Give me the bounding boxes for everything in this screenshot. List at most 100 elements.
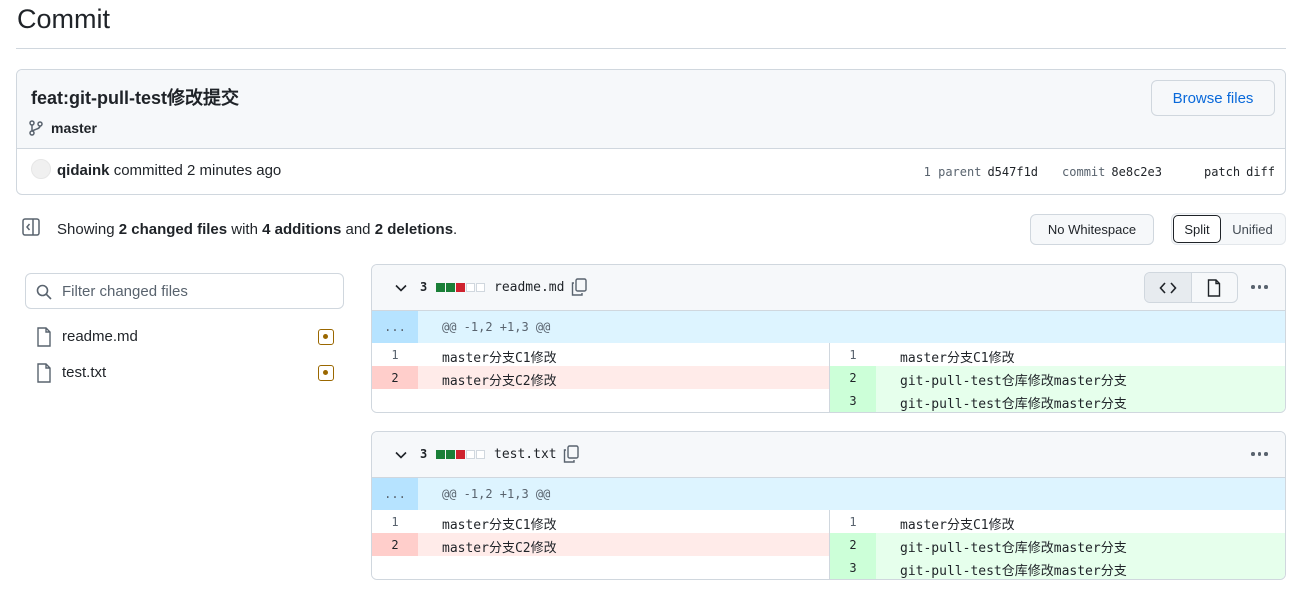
commit-time: committed 2 minutes ago — [113, 162, 282, 179]
diff-summary: Showing 2 changed files with 4 additions… — [57, 221, 458, 238]
diff-file-header: 3 test.txt — [372, 432, 1285, 478]
author-line: qidaink committed 2 minutes ago — [57, 162, 281, 179]
copy-icon[interactable] — [571, 278, 587, 296]
commit-header: feat:git-pull-test修改提交 master Browse fil… — [17, 70, 1285, 149]
parent-label: 1 parent — [923, 165, 982, 179]
file-tree-label: readme.md — [62, 328, 138, 345]
file-modified-icon — [318, 329, 334, 345]
diff-line-added: 2 git-pull-test仓库修改master分支 — [830, 366, 1285, 389]
chevron-down-icon[interactable] — [394, 281, 408, 295]
line-code: master分支C2修改 — [442, 374, 557, 389]
diffstat-blocks — [436, 283, 485, 292]
line-number[interactable]: 1 — [391, 347, 399, 362]
more-options-icon[interactable] — [1251, 446, 1271, 462]
commit-sha[interactable]: 8e8c2e3 — [1111, 165, 1162, 179]
hunk-header: ... @@ -1,2 +1,3 @@ — [372, 478, 1285, 510]
file-icon — [37, 327, 51, 347]
diff-line: 1 master分支C1修改 — [372, 343, 829, 367]
line-code: git-pull-test仓库修改master分支 — [900, 374, 1127, 389]
line-code: git-pull-test仓库修改master分支 — [900, 397, 1127, 412]
diff-filename[interactable]: readme.md — [494, 280, 565, 295]
line-number[interactable]: 2 — [830, 533, 876, 556]
diff-line-added: 3 git-pull-test仓库修改master分支 — [830, 556, 1285, 579]
line-number[interactable]: 2 — [830, 366, 876, 389]
unified-view-button[interactable]: Unified — [1221, 215, 1284, 243]
expand-hunk-button[interactable]: ... — [372, 478, 418, 510]
title-divider — [16, 48, 1286, 49]
file-view-button[interactable] — [1192, 273, 1238, 302]
diff-line: 1 master分支C1修改 — [830, 343, 1285, 367]
chevron-down-icon[interactable] — [394, 448, 408, 462]
more-options-icon[interactable] — [1251, 279, 1271, 295]
branch-link[interactable]: master — [29, 120, 97, 136]
author-link[interactable]: qidaink — [57, 162, 110, 179]
diff-rows: 1 master分支C1修改 2 master分支C2修改 1 master分支… — [372, 510, 1285, 579]
diff-line: 1 master分支C1修改 — [372, 510, 829, 534]
diff-line-empty — [372, 389, 829, 412]
line-code: master分支C1修改 — [442, 518, 557, 533]
browse-files-button[interactable]: Browse files — [1151, 80, 1275, 116]
line-number[interactable]: 3 — [830, 389, 876, 412]
line-number[interactable]: 3 — [830, 556, 876, 579]
diff-file-test: 3 test.txt ... @@ -1,2 +1,3 @@ 1 master分… — [371, 431, 1286, 580]
file-tree-label: test.txt — [62, 364, 107, 381]
search-icon — [36, 284, 52, 300]
change-count: 3 — [420, 447, 428, 461]
diff-file-readme: 3 readme.md ... @@ -1,2 +1,3 @@ — [371, 264, 1286, 413]
line-number[interactable]: 1 — [391, 514, 399, 529]
diff-right-side: 1 master分支C1修改 2 git-pull-test仓库修改master… — [829, 510, 1285, 579]
diff-line-added: 3 git-pull-test仓库修改master分支 — [830, 389, 1285, 412]
code-view-button[interactable] — [1145, 273, 1192, 302]
line-number[interactable]: 2 — [372, 533, 418, 556]
changed-files-count: 2 changed files — [118, 221, 228, 238]
commit-message: feat:git-pull-test修改提交 — [31, 88, 239, 108]
additions-count: 4 additions — [262, 221, 342, 238]
diff-line-deleted: 2 master分支C2修改 — [372, 366, 829, 389]
view-mode-toggle: Split Unified — [1171, 213, 1286, 245]
split-view-button[interactable]: Split — [1173, 215, 1221, 243]
copy-icon[interactable] — [563, 445, 579, 463]
hunk-header: ... @@ -1,2 +1,3 @@ — [372, 311, 1285, 343]
change-count: 3 — [420, 280, 428, 294]
line-code: git-pull-test仓库修改master分支 — [900, 541, 1127, 556]
line-code: master分支C1修改 — [442, 351, 557, 366]
commit-box: feat:git-pull-test修改提交 master Browse fil… — [16, 69, 1286, 195]
diff-filename[interactable]: test.txt — [494, 447, 557, 462]
filter-box — [25, 273, 344, 309]
git-branch-icon — [29, 120, 43, 136]
page-title: Commit — [17, 4, 110, 34]
patch-link[interactable]: patch — [1203, 165, 1241, 179]
file-tree-item-test[interactable]: test.txt — [25, 358, 344, 388]
parent-sha-link[interactable]: d547f1d — [987, 165, 1039, 179]
commit-label: commit — [1062, 165, 1106, 179]
commit-meta: qidaink committed 2 minutes ago 1 parent… — [17, 149, 1285, 194]
file-icon — [1208, 278, 1221, 297]
avatar[interactable] — [31, 159, 51, 179]
sha-info: 1 parent d547f1d commit 8e8c2e3 patch di… — [924, 165, 1275, 179]
file-modified-icon — [318, 365, 334, 381]
diff-left-side: 1 master分支C1修改 2 master分支C2修改 — [372, 343, 829, 412]
sidebar-toggle-icon[interactable] — [22, 218, 40, 236]
diff-line-added: 2 git-pull-test仓库修改master分支 — [830, 533, 1285, 556]
view-toggle-group — [1144, 272, 1238, 303]
branch-name: master — [51, 120, 97, 136]
hunk-range: @@ -1,2 +1,3 @@ — [442, 487, 551, 501]
diff-link[interactable]: diff — [1246, 165, 1275, 179]
file-tree-item-readme[interactable]: readme.md — [25, 322, 344, 352]
line-number[interactable]: 1 — [849, 514, 857, 529]
line-number[interactable]: 1 — [849, 347, 857, 362]
code-icon — [1159, 281, 1177, 294]
file-icon — [37, 363, 51, 383]
line-code: master分支C2修改 — [442, 541, 557, 556]
diff-rows: 1 master分支C1修改 2 master分支C2修改 1 master分支… — [372, 343, 1285, 412]
expand-hunk-button[interactable]: ... — [372, 311, 418, 343]
hunk-range: @@ -1,2 +1,3 @@ — [442, 320, 551, 334]
filter-files-input[interactable] — [62, 274, 332, 308]
diff-left-side: 1 master分支C1修改 2 master分支C2修改 — [372, 510, 829, 579]
line-code: git-pull-test仓库修改master分支 — [900, 564, 1127, 579]
diffstat-blocks — [436, 450, 485, 459]
line-code: master分支C1修改 — [900, 351, 1015, 366]
line-number[interactable]: 2 — [372, 366, 418, 389]
diff-line-deleted: 2 master分支C2修改 — [372, 533, 829, 556]
no-whitespace-button[interactable]: No Whitespace — [1030, 214, 1154, 245]
